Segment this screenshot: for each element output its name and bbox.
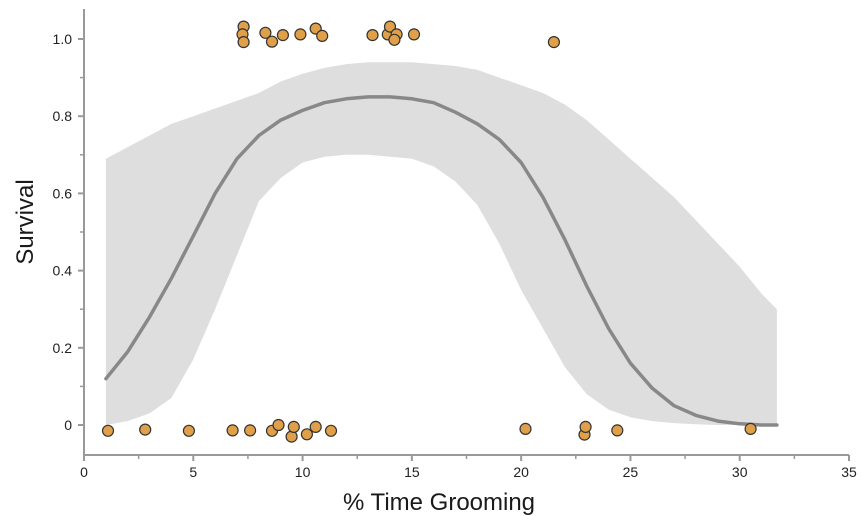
scatter-point xyxy=(579,420,592,433)
scatter-point xyxy=(383,20,397,33)
scatter-point xyxy=(139,423,152,436)
ticks: 0 5 10 15 20 25 30 35 0 0.2 0.4 0.6 0.8 1.0 xyxy=(53,31,857,480)
scatter-point xyxy=(316,29,329,43)
scatter-point xyxy=(294,28,307,41)
scatter-point xyxy=(272,418,285,432)
scatter-point xyxy=(300,428,313,441)
x-axis-title: % Time Grooming xyxy=(343,489,535,516)
y-axis-title: Survival xyxy=(12,179,39,264)
scatter-point xyxy=(309,420,322,433)
scatter-point xyxy=(287,420,300,433)
fit-line-layer xyxy=(104,95,779,427)
y-tick-label: 1.0 xyxy=(53,31,73,47)
scatter-point xyxy=(182,424,195,437)
scatter-point xyxy=(226,424,239,437)
x-tick-label: 30 xyxy=(732,464,748,480)
scatter-point xyxy=(237,35,250,49)
scatter-point xyxy=(265,35,279,48)
scatter-point xyxy=(259,26,272,39)
scatter-point xyxy=(366,28,379,42)
y-tick-label: 0.4 xyxy=(53,263,73,279)
y-tick-label: 0.2 xyxy=(53,340,73,356)
confidence-band xyxy=(105,62,777,425)
scatter-point xyxy=(244,424,257,437)
y-tick-label: 0.8 xyxy=(53,108,73,124)
scatter-point xyxy=(744,422,757,435)
scatter-point xyxy=(101,424,115,437)
x-tick-label: 5 xyxy=(189,464,197,480)
x-tick-label: 15 xyxy=(404,464,420,480)
x-tick-label: 35 xyxy=(841,464,857,480)
x-tick-label: 25 xyxy=(623,464,639,480)
scatter-point xyxy=(519,422,532,435)
x-tick-label: 20 xyxy=(513,464,529,480)
scatter-point xyxy=(276,28,289,42)
y-tick-label: 0 xyxy=(64,417,72,433)
y-tick-label: 0.6 xyxy=(53,185,73,201)
scatter-point xyxy=(407,28,421,41)
scatter-point xyxy=(388,33,401,46)
confidence-band-layer xyxy=(105,62,777,425)
fit-line xyxy=(104,95,779,427)
x-tick-label: 0 xyxy=(80,464,88,480)
scatter-point xyxy=(611,424,624,437)
scatter-points xyxy=(101,20,757,443)
scatter-point xyxy=(324,424,338,437)
scatter-point xyxy=(547,35,561,49)
x-tick-label: 10 xyxy=(295,464,311,480)
